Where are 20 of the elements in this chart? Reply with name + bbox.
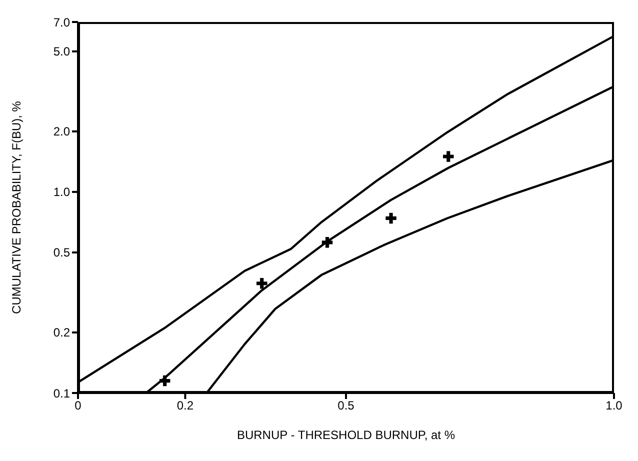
y-tick-label: 5.0 <box>53 44 70 59</box>
y-tick-label: 7.0 <box>53 15 70 30</box>
point <box>256 278 268 289</box>
y-tick-label: 0.1 <box>53 386 70 400</box>
y-tick-label: 2.0 <box>53 124 70 139</box>
point <box>443 151 454 162</box>
x-tick-label: 1.0 <box>606 398 623 413</box>
x-axis-title: BURNUP - THRESHOLD BURNUP, at % <box>236 428 456 442</box>
point <box>322 237 333 248</box>
y-tick-label: 0.2 <box>53 326 70 340</box>
y-tick-label: 0.5 <box>53 246 70 260</box>
line-series <box>144 85 614 393</box>
x-tick-label: 0 <box>74 398 82 413</box>
point <box>159 375 170 386</box>
line-series <box>206 158 614 393</box>
y-tick-label: 1.0 <box>53 185 70 200</box>
x-tick-label: 0.5 <box>338 398 355 413</box>
y-axis-title: CUMULATIVE PROBABILITY, F(BU), % <box>9 100 24 314</box>
point <box>386 212 396 224</box>
x-tick-label: 0.2 <box>176 398 194 413</box>
